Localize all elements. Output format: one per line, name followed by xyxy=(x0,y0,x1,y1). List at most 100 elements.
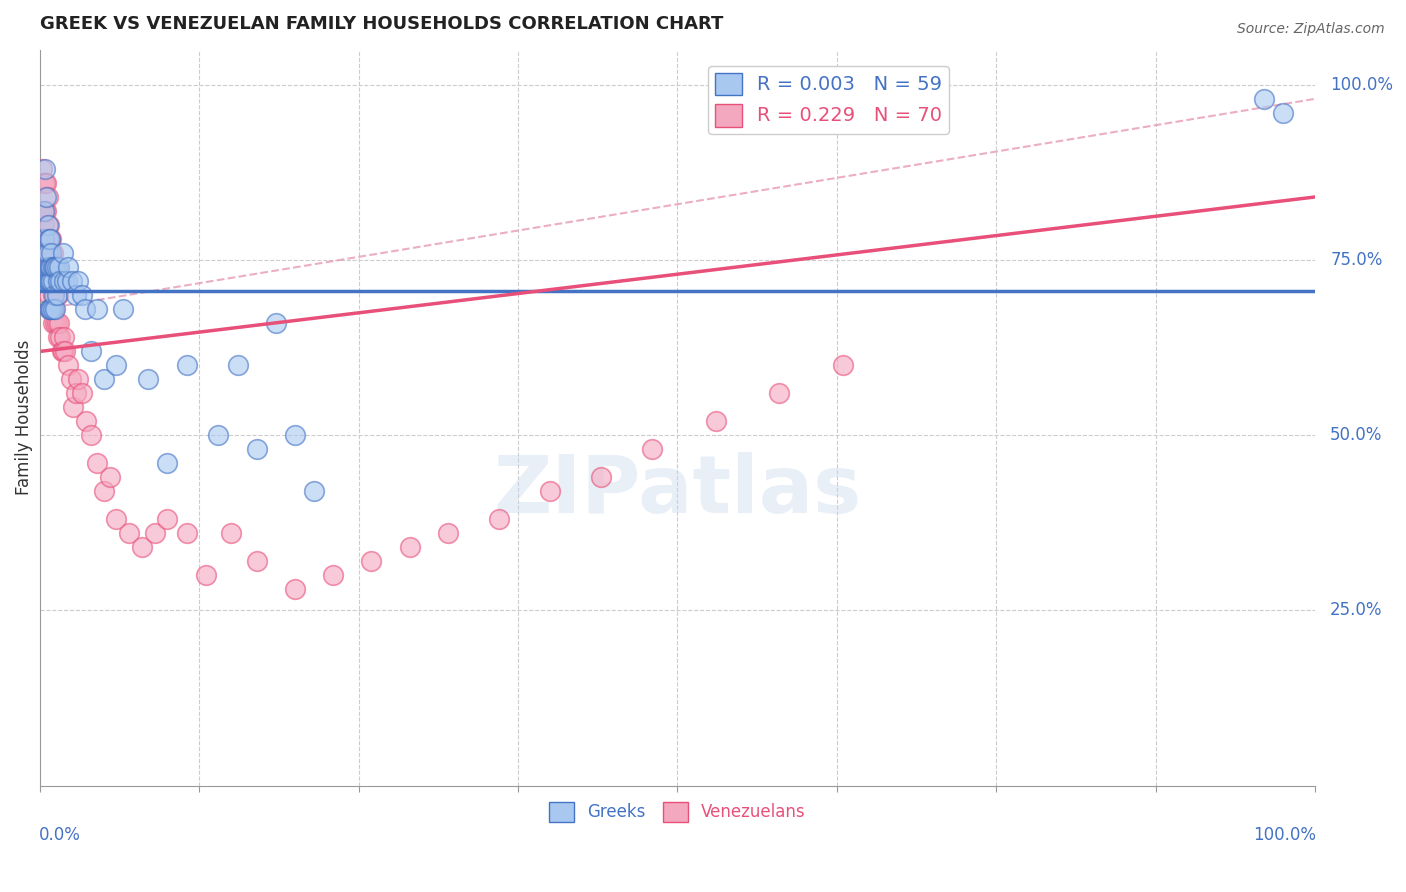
Point xyxy=(53,330,76,344)
Point xyxy=(46,274,69,288)
Point xyxy=(641,442,664,457)
Point xyxy=(39,232,62,246)
Point xyxy=(42,302,65,317)
Point xyxy=(360,554,382,568)
Point xyxy=(32,218,55,232)
Point xyxy=(41,274,63,288)
Point xyxy=(45,274,67,288)
Point xyxy=(768,386,790,401)
Point xyxy=(131,541,153,555)
Point xyxy=(49,330,72,344)
Point xyxy=(35,274,58,288)
Point xyxy=(832,358,855,372)
Point xyxy=(48,260,70,274)
Text: 0.0%: 0.0% xyxy=(39,826,80,844)
Point xyxy=(264,316,287,330)
Point xyxy=(41,260,63,274)
Point xyxy=(589,470,612,484)
Point xyxy=(246,442,269,457)
Point xyxy=(118,526,141,541)
Point xyxy=(70,288,93,302)
Point xyxy=(93,372,115,386)
Point xyxy=(111,302,134,317)
Point xyxy=(65,288,87,302)
Point xyxy=(41,232,63,246)
Point xyxy=(55,274,77,288)
Point xyxy=(86,456,108,470)
Point xyxy=(105,358,128,372)
Point xyxy=(704,414,727,428)
Point xyxy=(60,274,83,288)
Point xyxy=(41,288,63,302)
Text: 25.0%: 25.0% xyxy=(1330,601,1382,619)
Point xyxy=(39,274,62,288)
Point xyxy=(46,288,69,302)
Text: GREEK VS VENEZUELAN FAMILY HOUSEHOLDS CORRELATION CHART: GREEK VS VENEZUELAN FAMILY HOUSEHOLDS CO… xyxy=(39,15,723,33)
Point xyxy=(35,246,58,260)
Point xyxy=(39,302,62,317)
Point xyxy=(52,344,75,359)
Point xyxy=(398,541,420,555)
Point xyxy=(41,260,63,274)
Point xyxy=(70,386,93,401)
Point xyxy=(45,260,67,274)
Point xyxy=(42,260,65,274)
Point xyxy=(246,554,269,568)
Point xyxy=(156,512,179,526)
Point xyxy=(42,260,65,274)
Point xyxy=(37,232,59,246)
Point xyxy=(437,526,460,541)
Point xyxy=(37,246,59,260)
Point xyxy=(39,274,62,288)
Point xyxy=(73,302,96,317)
Point xyxy=(34,204,56,219)
Point xyxy=(45,288,67,302)
Point xyxy=(93,484,115,499)
Point xyxy=(35,176,58,190)
Point xyxy=(143,526,166,541)
Point xyxy=(538,484,561,499)
Point xyxy=(35,190,58,204)
Point xyxy=(52,246,75,260)
Point xyxy=(322,568,344,582)
Point xyxy=(34,161,56,176)
Point xyxy=(1253,92,1275,106)
Point xyxy=(32,176,55,190)
Point xyxy=(488,512,510,526)
Point xyxy=(46,330,69,344)
Point xyxy=(41,246,63,260)
Point xyxy=(35,246,58,260)
Point xyxy=(80,344,103,359)
Text: Source: ZipAtlas.com: Source: ZipAtlas.com xyxy=(1237,22,1385,37)
Point xyxy=(41,302,63,317)
Point xyxy=(44,302,66,317)
Point xyxy=(1272,106,1295,120)
Point xyxy=(48,316,70,330)
Point xyxy=(67,274,90,288)
Point xyxy=(32,232,55,246)
Point xyxy=(80,428,103,442)
Point xyxy=(45,316,67,330)
Text: 100.0%: 100.0% xyxy=(1253,826,1316,844)
Point xyxy=(53,274,76,288)
Text: 50.0%: 50.0% xyxy=(1330,426,1382,444)
Point xyxy=(38,274,60,288)
Legend: Greeks, Venezuelans: Greeks, Venezuelans xyxy=(543,795,813,829)
Point xyxy=(37,274,59,288)
Point xyxy=(219,526,242,541)
Point xyxy=(207,428,229,442)
Point xyxy=(42,288,65,302)
Point xyxy=(55,344,77,359)
Point xyxy=(38,232,60,246)
Point xyxy=(302,484,325,499)
Point xyxy=(67,372,90,386)
Y-axis label: Family Households: Family Households xyxy=(15,340,32,495)
Point xyxy=(44,260,66,274)
Point xyxy=(51,344,73,359)
Point xyxy=(31,274,53,288)
Point xyxy=(176,526,198,541)
Point xyxy=(56,358,79,372)
Point xyxy=(156,456,179,470)
Point xyxy=(176,358,198,372)
Point xyxy=(284,582,307,597)
